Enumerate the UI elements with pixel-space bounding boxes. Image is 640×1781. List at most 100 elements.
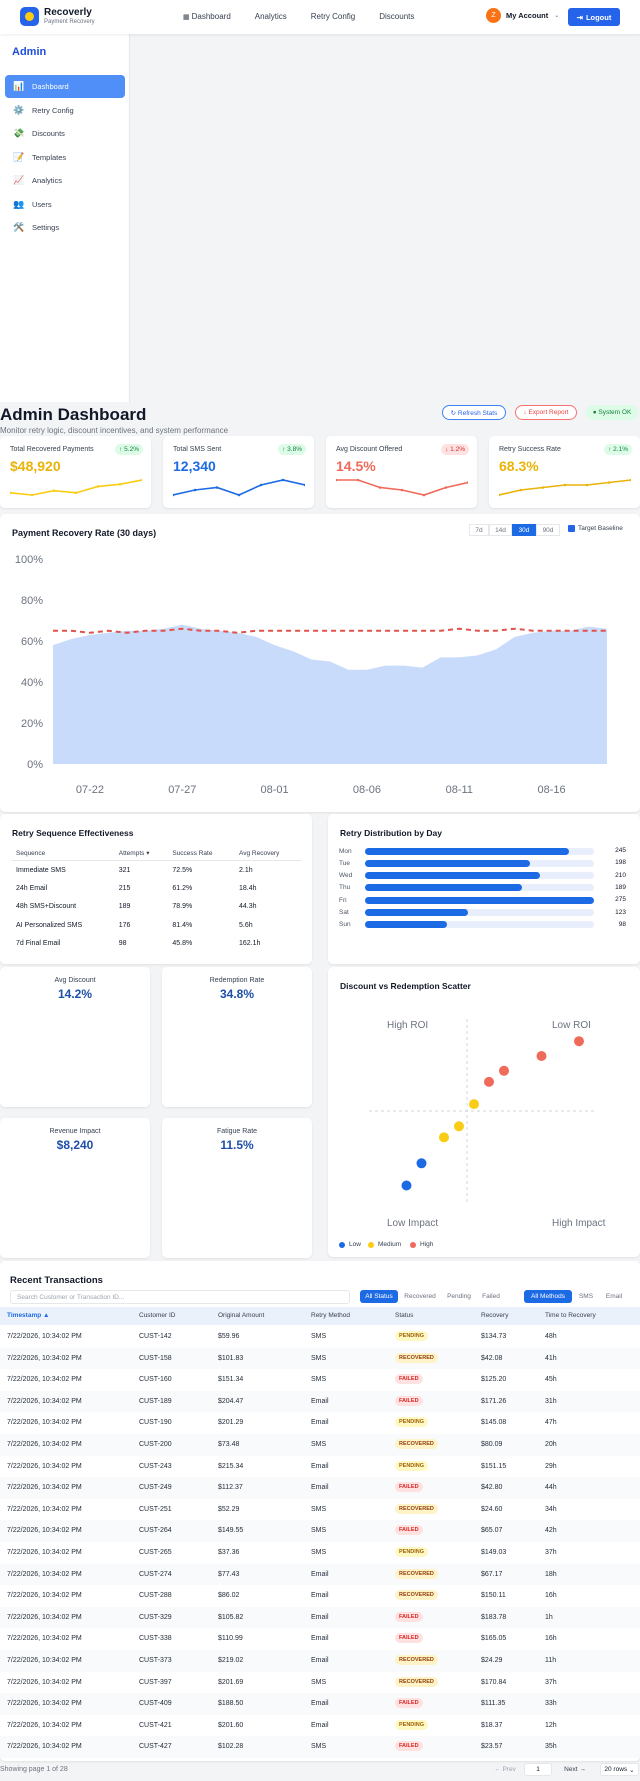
logout-button[interactable]: ⇥ Logout <box>568 8 620 26</box>
table-cell: $102.28 <box>218 1743 244 1751</box>
refresh-stats-button[interactable]: ↻ Refresh Stats <box>442 405 506 420</box>
main-nav: ▦ Dashboard Analytics Retry Config Discou… <box>183 12 438 21</box>
sequence-title: Retry Sequence Effectiveness <box>12 828 134 838</box>
target-baseline-toggle[interactable]: Target Baseline <box>568 525 623 532</box>
table-cell: 7d Final Email <box>16 940 61 948</box>
table-cell: CUST-421 <box>139 1721 172 1729</box>
sidebar-item-analytics[interactable]: 📈 Analytics <box>5 169 125 192</box>
filter-all-status[interactable]: All Status <box>360 1290 398 1303</box>
nav-discounts[interactable]: Discounts <box>379 12 415 21</box>
quadrant-low-roi: Low ROI <box>552 1020 591 1031</box>
change-badge: ↑ 3.8% <box>278 444 306 455</box>
col-customer-id[interactable]: Customer ID <box>139 1312 176 1319</box>
col-sequence[interactable]: Sequence <box>12 846 115 861</box>
table-row[interactable]: 7/22/2026, 10:34:02 PM CUST-249 $112.37 Ema… <box>0 1477 640 1499</box>
prev-page-button[interactable]: ← Prev <box>494 1766 516 1773</box>
legend-high[interactable]: High <box>410 1241 433 1248</box>
table-row[interactable]: 7/22/2026, 10:34:02 PM CUST-264 $149.55 SMS… <box>0 1520 640 1542</box>
table-cell: 7/22/2026, 10:34:02 PM <box>7 1700 82 1708</box>
table-row[interactable]: 7/22/2026, 10:34:02 PM CUST-189 $204.47 Ema… <box>0 1390 640 1413</box>
table-row[interactable]: 48h SMS+Discount 189 78.9% 44.3h <box>12 898 302 917</box>
table-cell: Email <box>311 1419 329 1427</box>
page-input[interactable]: 1 <box>524 1763 552 1776</box>
col-success-rate[interactable]: Success Rate <box>168 846 235 861</box>
sidebar-item-retry-config[interactable]: ⚙️ Retry Config <box>5 99 125 122</box>
table-row[interactable]: 7/22/2026, 10:34:02 PM CUST-243 $215.34 Ema… <box>0 1456 640 1478</box>
table-row[interactable]: 24h Email 215 61.2% 18.4h <box>12 879 302 898</box>
sidebar-item-discounts[interactable]: 💸 Discounts <box>5 122 125 145</box>
table-row[interactable]: 7d Final Email 98 45.8% 162.1h <box>12 935 302 954</box>
sidebar-item-dashboard[interactable]: 📊 Dashboard <box>5 75 125 98</box>
legend-medium[interactable]: Medium <box>368 1241 401 1248</box>
table-row[interactable]: 7/22/2026, 10:34:02 PM CUST-274 $77.43 Emai… <box>0 1563 640 1586</box>
status-badge: FAILED <box>395 1482 423 1493</box>
filter-email[interactable]: Email <box>605 1293 623 1300</box>
search-input[interactable]: Search Customer or Transaction ID... <box>10 1290 350 1304</box>
table-row[interactable]: 7/22/2026, 10:34:02 PM CUST-329 $105.82 Ema… <box>0 1606 640 1629</box>
filter-recovered[interactable]: Recovered <box>404 1293 436 1300</box>
table-row[interactable]: 7/22/2026, 10:34:02 PM CUST-421 $201.60 Ema… <box>0 1715 640 1737</box>
table-row[interactable]: 7/22/2026, 10:34:02 PM CUST-190 $201.29 Ema… <box>0 1412 640 1434</box>
table-row[interactable]: 7/22/2026, 10:34:02 PM CUST-200 $73.48 SMS R… <box>0 1434 640 1456</box>
table-cell: $183.78 <box>481 1613 507 1621</box>
col-status[interactable]: Status <box>395 1312 414 1319</box>
sparkline <box>10 478 142 497</box>
nav-analytics[interactable]: Analytics <box>254 12 287 21</box>
rows-per-page-select[interactable]: 20 rows ⌄ <box>600 1763 639 1776</box>
bar-fill <box>365 847 570 855</box>
range-14d[interactable]: 14d <box>489 524 512 536</box>
table-cell: 7/22/2026, 10:34:02 PM <box>7 1592 82 1600</box>
account-menu[interactable]: Z My Account ⌄ <box>486 8 559 23</box>
sparkline-point <box>96 485 100 488</box>
bar-track <box>365 884 594 892</box>
col-attempts[interactable]: Attempts ▾ <box>114 846 169 861</box>
y-tick-label: 60% <box>21 636 43 648</box>
table-row[interactable]: 7/22/2026, 10:34:02 PM CUST-338 $110.99 Ema… <box>0 1628 640 1650</box>
legend-low[interactable]: Low <box>339 1241 361 1248</box>
filter-failed[interactable]: Failed <box>482 1293 500 1300</box>
y-tick-label: 80% <box>21 595 43 607</box>
table-cell: 12h <box>545 1721 557 1729</box>
table-row[interactable]: 7/22/2026, 10:34:02 PM CUST-158 $101.83 SMS… <box>0 1347 640 1370</box>
table-cell: $59.96 <box>218 1333 240 1340</box>
table-row[interactable]: 7/22/2026, 10:34:02 PM CUST-427 $102.28 SMS… <box>0 1736 640 1758</box>
table-row[interactable]: 7/22/2026, 10:34:02 PM CUST-409 $188.50 Ema… <box>0 1693 640 1715</box>
range-90d[interactable]: 90d <box>536 524 560 536</box>
col-recovery[interactable]: Recovery <box>481 1312 509 1319</box>
filter-sms[interactable]: SMS <box>578 1293 594 1300</box>
col-retry-method[interactable]: Retry Method <box>311 1312 351 1319</box>
sidebar-item-templates[interactable]: 📝 Templates <box>5 146 125 169</box>
table-row[interactable]: 7/22/2026, 10:34:02 PM CUST-265 $37.36 SMS P… <box>0 1542 640 1564</box>
table-row[interactable]: 7/22/2026, 10:34:02 PM CUST-373 $219.02 Ema… <box>0 1650 640 1672</box>
transactions-title: Recent Transactions <box>10 1275 103 1286</box>
nav-retry-config[interactable]: Retry Config <box>310 12 356 21</box>
col-time-to-recovery[interactable]: Time to Recovery <box>545 1312 596 1319</box>
export-report-button[interactable]: ↓ Export Report <box>515 405 577 420</box>
filter-all-methods[interactable]: All Methods <box>524 1290 572 1303</box>
col-avg-recovery[interactable]: Avg Recovery <box>235 846 302 861</box>
table-cell: $110.99 <box>218 1635 243 1643</box>
table-row[interactable]: 7/22/2026, 10:34:02 PM CUST-397 $201.69 SMS… <box>0 1672 640 1694</box>
table-cell: CUST-427 <box>139 1743 172 1751</box>
col-timestamp[interactable]: Timestamp ▲ <box>7 1312 50 1319</box>
table-row[interactable]: 7/22/2026, 10:34:02 PM CUST-160 $151.34 SMS… <box>0 1369 640 1391</box>
top-header: Recoverly Payment Recovery ▦ Dashboard An… <box>0 0 640 34</box>
table-row[interactable]: Immediate SMS 321 72.5% 2.1h <box>12 861 302 880</box>
logo-icon[interactable] <box>20 7 39 26</box>
filter-pending[interactable]: Pending <box>447 1293 471 1300</box>
sidebar-item-label: Analytics <box>32 176 63 185</box>
col-original-amount[interactable]: Original Amount <box>218 1312 265 1319</box>
sidebar-item-settings[interactable]: 🛠️ Settings <box>5 216 125 239</box>
table-row[interactable]: 7/22/2026, 10:34:02 PM CUST-288 $86.02 Emai… <box>0 1585 640 1607</box>
range-7d[interactable]: 7d <box>469 524 489 536</box>
table-row[interactable]: 7/22/2026, 10:34:02 PM CUST-142 $59.96 SMS P… <box>0 1326 640 1348</box>
table-row[interactable]: 7/22/2026, 10:34:02 PM CUST-251 $52.29 SMS R… <box>0 1499 640 1521</box>
kpi-label: Revenue Impact <box>49 1128 101 1135</box>
range-30d[interactable]: 30d <box>512 524 536 536</box>
table-row[interactable]: AI Personalized SMS 176 81.4% 5.6h <box>12 916 302 935</box>
next-page-button[interactable]: Next → <box>564 1766 586 1773</box>
table-cell: 7/22/2026, 10:34:02 PM <box>7 1721 82 1729</box>
sparkline-point <box>74 491 78 495</box>
sidebar-item-users[interactable]: 👥 Users <box>5 193 125 216</box>
nav-dashboard[interactable]: ▦ Dashboard <box>183 12 231 21</box>
